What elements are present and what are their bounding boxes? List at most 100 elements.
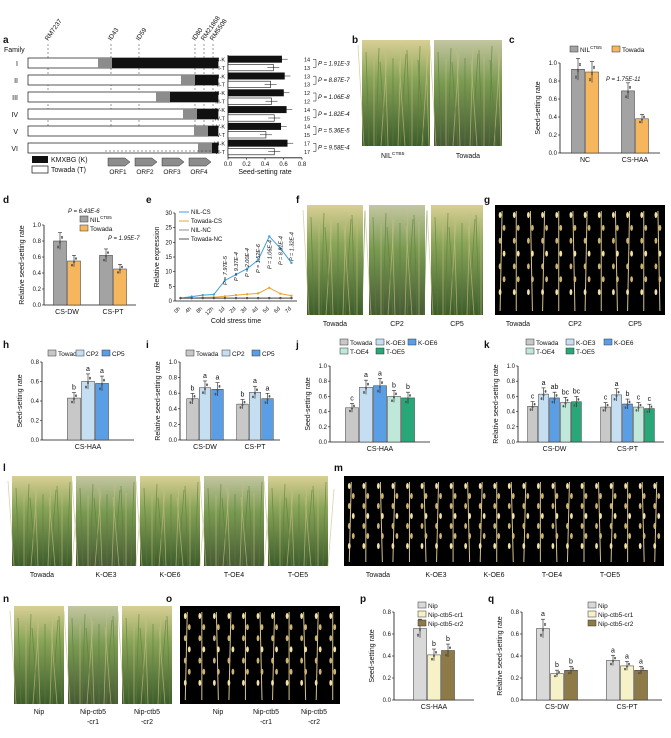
- grain: [366, 513, 370, 519]
- grain: [555, 263, 559, 270]
- sample-size: 13: [304, 83, 310, 89]
- bar: [227, 139, 288, 147]
- leaf: [85, 627, 93, 705]
- photo: [7, 476, 79, 567]
- grain: [584, 493, 588, 499]
- significance-letter: b: [406, 384, 410, 391]
- grain: [566, 523, 569, 529]
- grain: [449, 483, 453, 489]
- photo-label: K-OE3: [425, 572, 446, 579]
- grain: [612, 289, 615, 296]
- photo-label: CP5: [450, 321, 464, 328]
- data-point: [189, 401, 192, 404]
- data-point: [572, 667, 574, 670]
- grain: [424, 513, 428, 519]
- grain: [595, 523, 598, 529]
- leaf: [386, 226, 394, 316]
- grain: [498, 212, 502, 218]
- grain: [541, 289, 544, 296]
- grain: [654, 289, 658, 296]
- grain: [628, 493, 632, 499]
- orf-label: ORF2: [136, 169, 154, 176]
- x-category-label: CS-DW: [545, 704, 569, 711]
- data-point: [268, 395, 271, 397]
- significance-letter: c: [604, 394, 608, 401]
- leaf: [417, 59, 425, 147]
- bar: [186, 398, 199, 441]
- grain: [644, 224, 648, 231]
- data-point: [193, 395, 196, 397]
- y-tick-label: 0.8: [319, 379, 328, 385]
- grain: [482, 533, 486, 539]
- grain: [516, 250, 520, 257]
- photo-label: -cr2: [308, 719, 320, 726]
- grain: [202, 668, 206, 675]
- grain: [599, 533, 602, 539]
- leaf: [434, 216, 439, 316]
- sample-size: 17: [304, 142, 310, 148]
- grain: [551, 543, 555, 549]
- grain: [512, 237, 516, 244]
- grain: [536, 503, 540, 509]
- data-point: [591, 73, 593, 76]
- grain: [531, 276, 534, 283]
- y-tick-label: 0.0: [549, 151, 558, 157]
- grain: [512, 212, 516, 218]
- significance-letter: a: [266, 385, 270, 392]
- data-point: [407, 397, 409, 400]
- grain: [246, 668, 249, 675]
- leaf: [135, 480, 143, 567]
- leaf: [447, 47, 452, 147]
- bar: [227, 64, 274, 72]
- data-point: [643, 115, 645, 118]
- leaf: [344, 218, 352, 316]
- y-tick-label: 0.0: [33, 303, 42, 309]
- panel-letter-o: o: [166, 594, 172, 605]
- panel-letter-e: e: [146, 195, 152, 206]
- data-point: [555, 394, 558, 396]
- grain: [642, 513, 646, 519]
- bar: [227, 148, 275, 156]
- data-point: [529, 408, 532, 411]
- data-point: [234, 293, 238, 297]
- leaf: [226, 486, 231, 567]
- row-label: VI-K: [214, 142, 225, 148]
- data-point: [103, 378, 105, 381]
- data-point: [628, 400, 631, 403]
- x-category-label: CS-PT: [245, 444, 267, 451]
- grain: [329, 657, 333, 664]
- leaf: [81, 613, 86, 705]
- y-axis-label: Relative seed-setting rate: [19, 225, 26, 304]
- sample-size: 17: [304, 150, 310, 156]
- legend-swatch: [417, 601, 427, 609]
- orf-label: ORF1: [109, 169, 127, 176]
- recombination-segment: [181, 75, 195, 85]
- x-tick-label: 0h: [173, 306, 182, 315]
- photo-label: Nip: [213, 709, 224, 716]
- grain: [439, 513, 442, 519]
- data-point: [533, 403, 536, 405]
- data-point: [646, 410, 649, 413]
- row-label: IV-K: [215, 108, 226, 114]
- bar: [261, 398, 274, 441]
- bar: [606, 660, 620, 701]
- grain: [653, 483, 657, 489]
- leaf: [58, 615, 63, 705]
- y-tick-label: 0.8: [383, 610, 392, 616]
- legend-swatch: [525, 338, 535, 346]
- leaf: [184, 485, 189, 567]
- legend-swatch: [339, 347, 349, 355]
- data-point: [223, 295, 227, 298]
- chart-panel-i: 0.0 0.2 0.4 0.6 0.8 1.0 Relative seed-setting …: [155, 349, 280, 451]
- family-number: I: [16, 61, 18, 68]
- photo-label: T-OE5: [288, 572, 308, 579]
- x-category-label: CS-PT: [617, 704, 639, 711]
- row-label: VI-T: [215, 150, 226, 156]
- photo-label: -cr1: [87, 719, 99, 726]
- leaf: [144, 616, 149, 705]
- grain: [406, 523, 409, 529]
- leaf: [194, 481, 199, 567]
- data-point: [606, 403, 609, 406]
- bar: [564, 670, 578, 701]
- data-point: [239, 406, 242, 409]
